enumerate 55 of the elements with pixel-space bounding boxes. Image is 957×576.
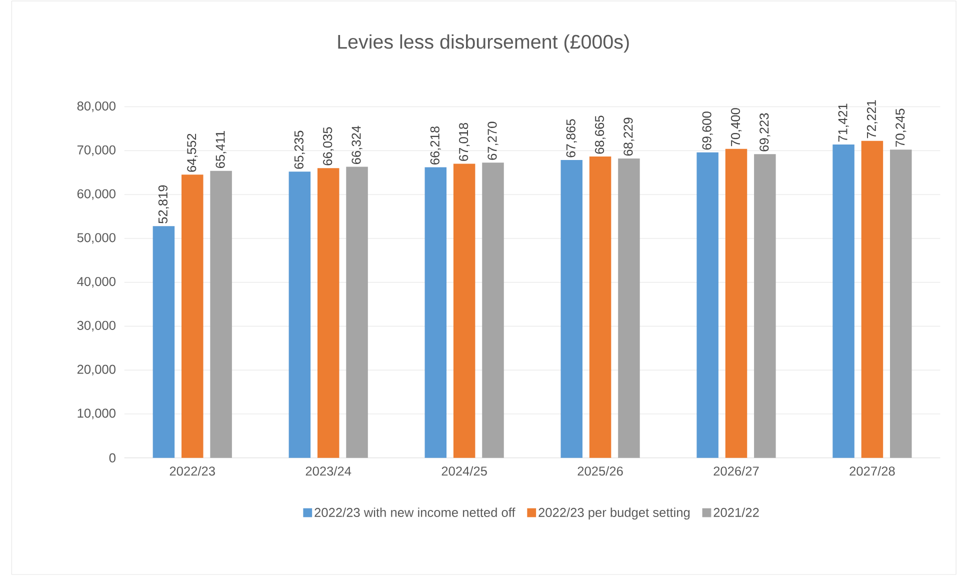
bar — [182, 174, 204, 458]
data-label: 68,229 — [624, 118, 634, 156]
data-label: 66,324 — [352, 126, 362, 164]
data-label: 70,245 — [896, 109, 906, 148]
data-label: 72,221 — [866, 100, 878, 138]
data-label: 70,400 — [730, 108, 742, 146]
y-tick-label: 0 — [109, 454, 116, 463]
legend-label: 2022/23 with new income netted off — [314, 508, 516, 518]
x-tick-label: 2022/23 — [170, 466, 215, 476]
y-tick-label: 30,000 — [77, 321, 116, 332]
bar — [589, 156, 612, 458]
bar — [152, 226, 175, 458]
x-tick-label: 2026/27 — [714, 466, 759, 476]
y-tick-label: 10,000 — [78, 408, 116, 420]
legend-label: 2022/23 per budget setting — [538, 508, 690, 520]
bar — [754, 154, 776, 458]
data-label: 64,552 — [187, 134, 198, 172]
chart-title: Levies less disbursement (£000s) — [338, 34, 629, 53]
bar — [482, 162, 504, 458]
bar — [288, 172, 311, 458]
bar — [560, 160, 582, 458]
y-tick-label: 60,000 — [77, 190, 116, 200]
data-label: 68,665 — [594, 116, 606, 154]
bar — [696, 152, 718, 458]
bar — [346, 167, 368, 458]
legend-label: 2021/22 — [714, 508, 759, 518]
x-tick-label: 2025/26 — [578, 466, 623, 476]
y-tick-label: 40,000 — [77, 277, 116, 288]
data-label: 66,035 — [323, 128, 334, 166]
bar — [453, 164, 476, 458]
data-label: 52,819 — [158, 186, 169, 224]
y-tick-label: 20,000 — [77, 365, 116, 376]
y-tick-label: 50,000 — [77, 233, 116, 244]
data-label: 69,223 — [760, 114, 770, 152]
data-label: 67,270 — [488, 122, 498, 160]
data-label: 65,411 — [216, 131, 226, 168]
x-tick-label: 2024/25 — [442, 466, 487, 476]
bar — [618, 158, 640, 458]
y-tick-label: 80,000 — [77, 102, 116, 112]
x-tick-label: 2023/24 — [306, 466, 352, 476]
bar — [890, 150, 912, 458]
data-label: 67,865 — [566, 119, 577, 158]
bar — [317, 168, 340, 458]
data-label: 71,421 — [838, 104, 849, 142]
bar — [210, 171, 232, 458]
bar — [861, 141, 884, 458]
bar — [832, 144, 854, 458]
bar — [424, 168, 447, 458]
y-tick-label: 70,000 — [77, 146, 116, 156]
data-label: 67,018 — [459, 123, 470, 162]
x-tick-label: 2027/28 — [850, 466, 895, 476]
data-label: 66,218 — [430, 126, 441, 165]
data-label: 65,235 — [294, 131, 305, 170]
data-label: 69,600 — [702, 112, 713, 150]
bar — [725, 149, 748, 458]
